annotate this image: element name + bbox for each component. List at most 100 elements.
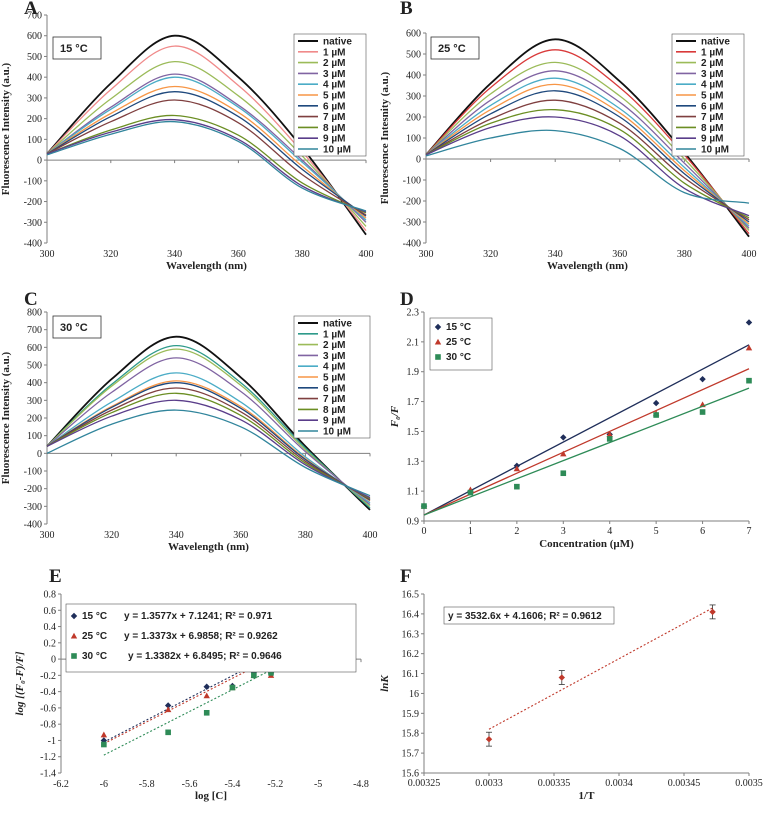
y-tick-label: 400 bbox=[27, 73, 42, 84]
y-tick-label: 1.3 bbox=[407, 457, 420, 468]
x-tick-label: 0.00325 bbox=[408, 778, 441, 789]
x-tick-label: 0.0034 bbox=[605, 778, 633, 789]
x-tick-label: 340 bbox=[548, 249, 563, 260]
x-tick-label: 380 bbox=[298, 530, 313, 541]
y-tick-label: 300 bbox=[406, 92, 421, 103]
series-line-3 bbox=[46, 73, 367, 223]
legend-label: 3 µM bbox=[701, 69, 723, 80]
data-point bbox=[164, 702, 172, 709]
legend-marker bbox=[70, 632, 78, 639]
legend-label: 2 µM bbox=[323, 58, 345, 69]
y-tick-label: 16.1 bbox=[402, 669, 420, 680]
y-tick-label: 200 bbox=[27, 114, 42, 125]
series-line-5 bbox=[46, 380, 371, 502]
panel-label: B bbox=[400, 0, 413, 19]
x-tick-label: 6 bbox=[700, 526, 705, 537]
x-tick-label: 0.00335 bbox=[538, 778, 571, 789]
legend-box bbox=[65, 603, 357, 673]
y-tick-label: -1.4 bbox=[40, 769, 56, 780]
regression-equation: y = 1.3577x + 7.1241; R² = 0.971 bbox=[124, 611, 273, 622]
legend-label: 3 µM bbox=[323, 69, 345, 80]
series-line-2 bbox=[46, 348, 371, 507]
legend-label: 6 µM bbox=[701, 101, 723, 112]
data-point bbox=[229, 684, 236, 691]
y-axis-title: Fluorescence Intensity (a.u.) bbox=[0, 351, 12, 484]
series-line-3 bbox=[425, 70, 750, 229]
data-point bbox=[606, 431, 613, 437]
legend-label: 9 µM bbox=[323, 416, 345, 427]
series-line-0 bbox=[46, 335, 371, 511]
data-point bbox=[100, 731, 108, 738]
y-tick-label: 600 bbox=[27, 31, 42, 42]
data-point bbox=[652, 399, 660, 407]
panel-label: D bbox=[400, 289, 414, 310]
x-tick-label: 320 bbox=[483, 249, 498, 260]
y-tick-label: -200 bbox=[24, 197, 42, 208]
series-line-6 bbox=[425, 90, 750, 223]
series-line-5 bbox=[425, 83, 750, 225]
series-line-2 bbox=[46, 60, 367, 227]
data-point bbox=[268, 670, 274, 676]
data-point bbox=[485, 735, 493, 743]
legend-label: 6 µM bbox=[323, 383, 345, 394]
data-point bbox=[560, 450, 567, 457]
x-tick-label: 360 bbox=[233, 530, 248, 541]
temperature-label: 30 °C bbox=[60, 322, 88, 334]
data-point bbox=[203, 709, 210, 716]
y-tick-label: 15.7 bbox=[402, 749, 420, 760]
x-tick-label: 340 bbox=[169, 530, 184, 541]
legend-label: 8 µM bbox=[323, 123, 345, 134]
y-tick-label: -200 bbox=[24, 484, 42, 495]
data-point bbox=[560, 434, 567, 441]
y-tick-label: 0.6 bbox=[44, 606, 57, 617]
y-tick-label: 1.7 bbox=[407, 397, 420, 408]
data-point bbox=[467, 489, 474, 496]
y-tick-label: 100 bbox=[406, 134, 421, 145]
series-line-8 bbox=[425, 108, 750, 219]
y-tick-label: -0.6 bbox=[40, 703, 56, 714]
series-line-10 bbox=[46, 409, 371, 497]
y-axis-title: F₀/F bbox=[389, 405, 401, 428]
data-point bbox=[203, 692, 210, 699]
y-tick-label: -100 bbox=[24, 467, 42, 478]
y-tick-label: 600 bbox=[27, 343, 42, 354]
y-tick-label: 16 bbox=[409, 689, 419, 700]
x-tick-label: 300 bbox=[40, 530, 55, 541]
data-point bbox=[709, 608, 716, 616]
regression-equation: y = 3532.6x + 4.1606; R² = 0.9612 bbox=[448, 611, 602, 622]
data-point bbox=[699, 375, 706, 383]
y-tick-label: 400 bbox=[406, 71, 421, 82]
y-axis-title: lnK bbox=[379, 675, 391, 692]
series-line-9 bbox=[46, 399, 371, 499]
temperature-box bbox=[52, 36, 102, 60]
panel-label: A bbox=[24, 0, 38, 19]
panel-label: C bbox=[24, 289, 38, 310]
series-line-3 bbox=[46, 357, 371, 506]
x-tick-label: 3 bbox=[561, 526, 566, 537]
series-line-7 bbox=[46, 387, 371, 500]
legend-label: 25 °C bbox=[446, 337, 471, 348]
panel-D: D 0.9 1.1 1.3 1.5 1.7 1.9 2.1 2.3 0 1 2 3 4 5 6 7 Concent… bbox=[389, 289, 753, 550]
y-tick-label: 300 bbox=[27, 396, 42, 407]
legend-label: 5 µM bbox=[701, 91, 723, 102]
y-axis-title: Fluorescence Intensity (a.u.) bbox=[0, 62, 12, 195]
legend-label: 1 µM bbox=[323, 329, 345, 340]
legend-label: 7 µM bbox=[701, 112, 723, 123]
y-tick-label: 300 bbox=[27, 93, 42, 104]
x-tick-label: 2 bbox=[514, 526, 519, 537]
data-point bbox=[699, 409, 706, 415]
x-tick-label: -5.2 bbox=[267, 779, 283, 790]
panel-label: E bbox=[49, 566, 62, 587]
legend-label: 2 µM bbox=[701, 58, 723, 69]
y-tick-label: 1.5 bbox=[407, 427, 420, 438]
legend-label: 6 µM bbox=[323, 101, 345, 112]
x-tick-label: 1 bbox=[468, 526, 473, 537]
data-point bbox=[653, 412, 659, 418]
x-tick-label: 360 bbox=[612, 249, 627, 260]
panel-F: F 15.6 15.7 15.8 15.9 16 16.1 16.2 16.3 16.4 16.5 0… bbox=[379, 566, 763, 802]
series-line-1 bbox=[46, 344, 371, 509]
legend-label: native bbox=[323, 319, 352, 330]
x-axis-title: Concentration (µM) bbox=[539, 538, 634, 550]
x-tick-label: 400 bbox=[363, 530, 378, 541]
x-tick-label: 0.0033 bbox=[475, 778, 503, 789]
